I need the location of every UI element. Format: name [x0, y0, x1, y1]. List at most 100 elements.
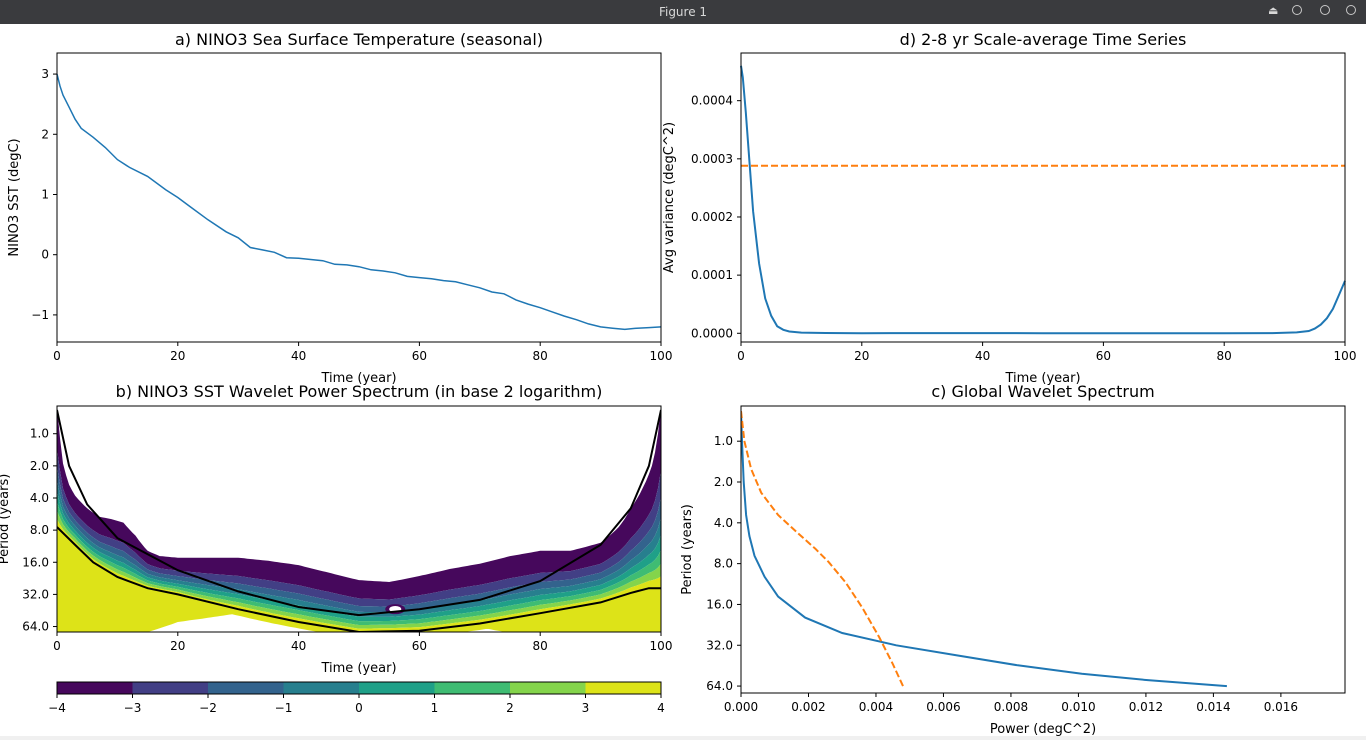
chart-c-global-wavelet: 0.000 0.002 0.004 0.006 0.008 0.010 0.012 0.014… — [680, 382, 1346, 736]
colorbar-tick-label: −4 — [48, 701, 66, 715]
x-tick-label: 0 — [737, 349, 745, 363]
x-axis-label: Power (degC^2) — [990, 722, 1096, 736]
y-tick-label: 4.0 — [30, 491, 49, 505]
chart-title: b) NINO3 SST Wavelet Power Spectrum (in … — [116, 382, 603, 401]
series-line-global-wavelet — [741, 411, 1227, 688]
colorbar-tick-label: −3 — [124, 701, 142, 715]
colorbar-tick-label: 4 — [657, 701, 665, 715]
y-tick-label: 4.0 — [714, 516, 733, 530]
y-tick-label: 0.0001 — [691, 268, 733, 282]
chart-b-wavelet-spectrum: 0 20 40 60 80 100 1.0 2.0 4.0 8.0 16.0 32.0 64.0 b) N… — [0, 382, 672, 676]
x-tick-label: 20 — [854, 349, 869, 363]
x-tick-label: 0.016 — [1264, 700, 1298, 714]
x-axis-label: Time (year) — [320, 371, 396, 386]
colorbar-tick-label: 2 — [506, 701, 514, 715]
y-tick-label: 2.0 — [714, 475, 733, 489]
x-tick-label: 40 — [975, 349, 990, 363]
colorbar-tick-label: 3 — [582, 701, 590, 715]
y-axis-label: Period (years) — [680, 504, 695, 595]
x-axis-label: Time (year) — [320, 661, 396, 676]
chart-d-scale-average: 0 20 40 60 80 100 0.0000 0.0001 0.0002 0.0003 0.00… — [662, 30, 1356, 386]
x-tick-label: 20 — [170, 639, 185, 653]
plot-frame — [56, 405, 662, 633]
y-tick-label: 64.0 — [706, 679, 733, 693]
close-icon[interactable] — [1346, 5, 1356, 15]
series-group — [741, 410, 1227, 688]
y-tick-label: 2.0 — [30, 459, 49, 473]
window-titlebar: Figure 1 ⏏ — [0, 0, 1366, 24]
x-tick-label: 0 — [53, 639, 61, 653]
colorbar-swatch-1 — [57, 682, 133, 694]
plot-frame — [56, 52, 662, 343]
x-tick-label: 0.010 — [1061, 700, 1095, 714]
x-tick-label: 60 — [412, 349, 427, 363]
series-line-sst — [56, 73, 662, 331]
x-tick-label: 60 — [412, 639, 427, 653]
y-tick-label: −1 — [31, 308, 49, 322]
plot-frame — [740, 52, 1346, 343]
y-tick-label: 16.0 — [22, 555, 49, 569]
y-tick-label: 1 — [41, 187, 49, 201]
minimize-icon[interactable] — [1292, 5, 1302, 15]
x-tick-label: 0 — [53, 349, 61, 363]
y-tick-label: 64.0 — [22, 620, 49, 634]
colorbar-swatch-5 — [359, 682, 435, 694]
y-tick-label: 0.0002 — [691, 210, 733, 224]
colorbar-swatch-8 — [585, 682, 662, 694]
y-axis-label: Avg variance (degC^2) — [662, 122, 677, 273]
maximize-icon[interactable] — [1320, 5, 1330, 15]
contour-band-6 — [57, 501, 661, 625]
window-title: Figure 1 — [658, 5, 708, 19]
x-tick-label: 80 — [533, 639, 548, 653]
y-tick-label: 0 — [41, 248, 49, 262]
y-tick-label: 0.0000 — [691, 326, 733, 340]
x-tick-label: 0.008 — [994, 700, 1028, 714]
chart-title: d) 2-8 yr Scale-average Time Series — [900, 30, 1187, 49]
y-axis-label: Period (years) — [0, 474, 12, 565]
contour-band-top — [57, 527, 661, 632]
colorbar-tick-label: 0 — [355, 701, 363, 715]
colorbar-swatch-7 — [510, 682, 586, 694]
x-tick-label: 40 — [291, 349, 306, 363]
x-axis-label: Time (year) — [1004, 371, 1080, 386]
x-tick-label: 100 — [650, 639, 673, 653]
y-tick-label: 32.0 — [22, 587, 49, 601]
x-tick-label: 40 — [291, 639, 306, 653]
x-tick-label: 80 — [533, 349, 548, 363]
y-tick-label: 3 — [41, 67, 49, 81]
x-tick-label: 60 — [1096, 349, 1111, 363]
colorbar-swatch-3 — [208, 682, 284, 694]
y-tick-label: 1.0 — [714, 434, 733, 448]
colorbar-swatch-2 — [132, 682, 209, 694]
y-tick-label: 16.0 — [706, 597, 733, 611]
chart-title: c) Global Wavelet Spectrum — [931, 382, 1154, 401]
chart-title: a) NINO3 Sea Surface Temperature (season… — [175, 30, 543, 49]
plot-frame — [740, 405, 1346, 694]
x-tick-label: 0.012 — [1129, 700, 1163, 714]
contour-band-7 — [57, 510, 661, 629]
x-tick-label: 0.006 — [926, 700, 960, 714]
colorbar: −4 −3 −2 −1 0 1 2 3 4 — [48, 681, 665, 715]
cone-of-influence-line — [57, 409, 661, 617]
x-tick-label: 20 — [170, 349, 185, 363]
eject-icon[interactable]: ⏏ — [1268, 4, 1279, 17]
colorbar-tick-label: −1 — [275, 701, 293, 715]
x-tick-label: 0.014 — [1196, 700, 1230, 714]
significance-contour-line — [57, 526, 661, 632]
y-tick-label: 8.0 — [30, 523, 49, 537]
y-tick-label: 0.0004 — [691, 94, 733, 108]
series-line-scale-average — [740, 65, 1346, 335]
spectrum-bands — [57, 406, 661, 632]
y-axis-label: NINO3 SST (degC) — [7, 138, 22, 256]
chart-a-sst: 0 20 40 60 80 100 −1 0 1 2 3 a) NINO3 Sea Surface T… — [7, 30, 672, 386]
y-tick-label: 8.0 — [714, 557, 733, 571]
x-tick-label: 0.000 — [724, 700, 758, 714]
x-tick-label: 100 — [650, 349, 673, 363]
window-bottom-edge — [0, 736, 1366, 740]
y-tick-label: 32.0 — [706, 638, 733, 652]
significance-line — [741, 410, 904, 687]
x-tick-label: 100 — [1334, 349, 1357, 363]
colorbar-tick-label: −2 — [199, 701, 217, 715]
x-tick-label: 80 — [1217, 349, 1232, 363]
